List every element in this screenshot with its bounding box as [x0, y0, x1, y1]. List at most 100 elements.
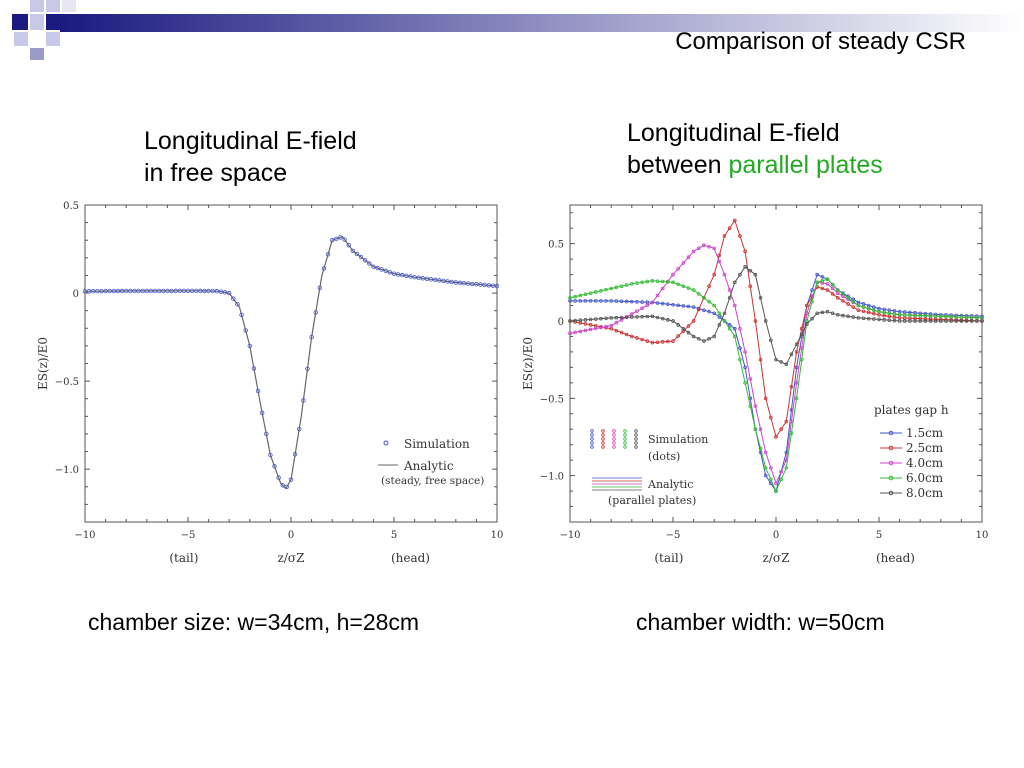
series-point — [877, 309, 881, 314]
x-axis-label: z/σZ — [763, 551, 790, 565]
simulation-point — [148, 288, 154, 294]
simulation-point — [251, 366, 257, 371]
series-point — [872, 317, 876, 321]
simulation-point — [202, 288, 207, 294]
series-point — [635, 309, 639, 313]
left-caption: chamber size: w=34cm, h=28cm — [88, 609, 420, 635]
series-point — [614, 328, 619, 333]
title-banner — [12, 0, 1024, 60]
series-point — [980, 319, 984, 323]
series-point — [964, 319, 969, 323]
series-point — [727, 326, 732, 331]
series-point — [902, 313, 907, 317]
simulation-point — [123, 288, 129, 294]
series-point — [640, 300, 644, 304]
legend-gap-entry: 2.5cm — [906, 441, 944, 455]
series-point — [660, 286, 665, 291]
series-point — [655, 301, 660, 305]
series-point — [841, 292, 845, 296]
series-point — [763, 319, 768, 323]
legend-sim-label: Simulation — [404, 437, 470, 451]
simulation-point — [231, 296, 236, 301]
series-point — [872, 311, 876, 316]
series-point — [666, 302, 670, 306]
y-tick-label: 0 — [73, 289, 79, 300]
series-point — [789, 384, 794, 389]
legend-sim-dot — [612, 441, 616, 445]
simulation-point — [437, 278, 442, 283]
series-point — [959, 319, 964, 323]
legend-gap-marker — [888, 445, 894, 451]
series-point — [738, 357, 742, 362]
series-point — [619, 299, 624, 304]
legend-sim-dot — [612, 429, 616, 433]
simulation-point — [346, 242, 351, 248]
series-point — [666, 280, 670, 284]
x-label-head: (head) — [391, 551, 430, 565]
simulation-point — [107, 288, 112, 294]
simulation-point — [280, 483, 285, 488]
series-point — [676, 303, 680, 308]
legend-sim-dot — [590, 437, 594, 441]
series-point — [835, 288, 840, 292]
series-point — [887, 318, 892, 323]
series-point — [733, 303, 737, 308]
simulation-point — [177, 288, 182, 294]
series-point — [630, 299, 634, 304]
series-point — [810, 299, 814, 304]
series-point — [902, 319, 907, 323]
series-point — [743, 249, 747, 254]
series-point — [676, 323, 680, 327]
series-point — [691, 305, 696, 309]
series-point — [820, 281, 825, 285]
banner-gradient-bar — [60, 14, 1024, 32]
simulation-point — [404, 273, 409, 278]
simulation-point — [264, 431, 269, 437]
series-point — [568, 331, 572, 336]
series-point — [748, 268, 753, 273]
series-point — [835, 312, 840, 317]
series-point — [712, 246, 717, 251]
series-point — [794, 381, 799, 385]
series-point — [650, 300, 655, 305]
series-point — [779, 469, 783, 474]
series-point — [825, 288, 830, 292]
series-point — [635, 281, 639, 285]
simulation-point — [115, 288, 121, 294]
series-point — [825, 282, 830, 286]
simulation-point — [433, 277, 438, 283]
y-tick-label: −0.5 — [55, 377, 79, 388]
series-point — [784, 419, 789, 424]
simulation-point — [453, 280, 458, 285]
series-point — [702, 243, 706, 248]
series-point — [913, 313, 917, 318]
legend-sim-dot — [601, 445, 605, 449]
parallel-plates-chart: −10 −5 0 5 10 0.5 0 −0.5 −1.0 (tail) z/σZ (head) ES(… — [521, 204, 988, 565]
simulation-point — [276, 475, 281, 480]
left-heading-line2: in free space — [144, 159, 288, 187]
series-point — [593, 290, 598, 294]
legend-sim-dot — [634, 445, 638, 449]
series-point — [913, 319, 917, 323]
series-point — [681, 284, 686, 288]
series-point — [923, 311, 928, 316]
series-point — [928, 314, 933, 318]
series-point — [769, 466, 773, 470]
series-point — [872, 308, 876, 312]
simulation-point — [478, 282, 483, 287]
simulation-point — [371, 264, 376, 269]
legend-sim-dot — [623, 445, 627, 449]
series-point — [568, 295, 572, 300]
x-tick-label: 5 — [391, 530, 397, 541]
series-point — [696, 292, 701, 296]
series-point — [799, 332, 804, 336]
series-point — [810, 288, 814, 292]
legend-sim-dot — [612, 433, 616, 437]
x-tick-label: 0 — [288, 530, 294, 541]
series-point — [630, 315, 634, 319]
series-point — [733, 280, 737, 285]
series-point — [830, 292, 835, 296]
right-heading-highlight: parallel plates — [728, 151, 883, 179]
series-point — [619, 315, 624, 320]
legend-sim-label: Simulation — [648, 433, 708, 446]
